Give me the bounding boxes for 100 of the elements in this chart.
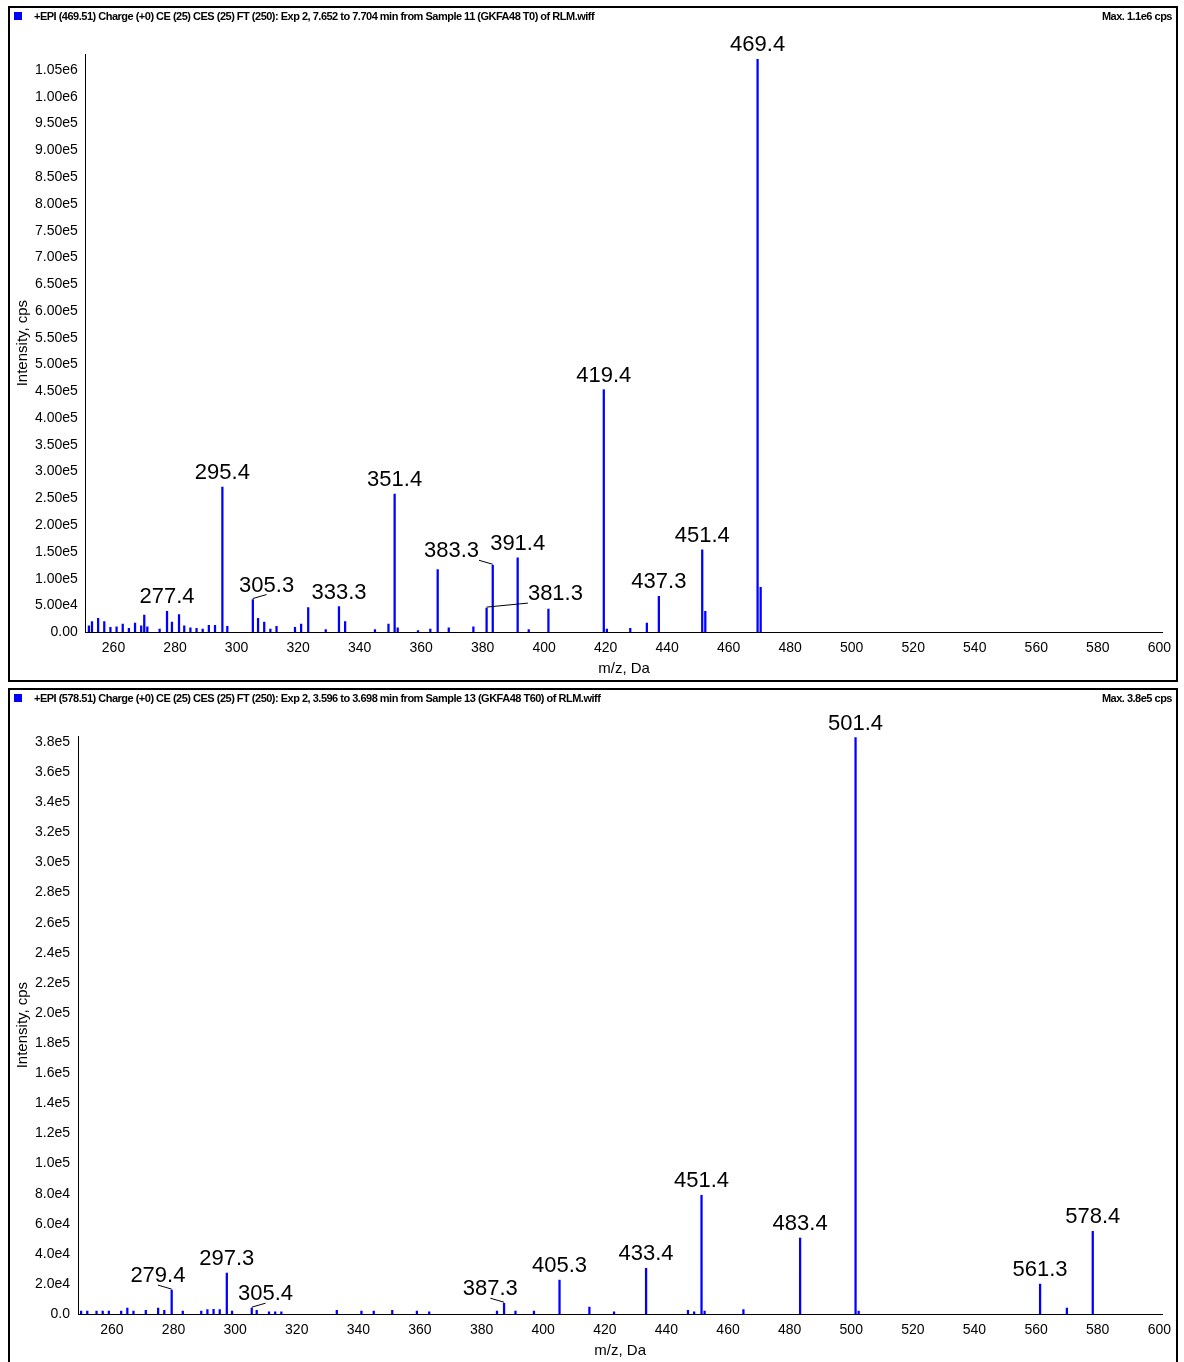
- x-tick-label: 260: [100, 1321, 124, 1338]
- annotation: 279.4: [130, 1262, 186, 1288]
- x-axis-title: m/z, Da: [594, 1341, 647, 1359]
- x-tick-label: 560: [1024, 639, 1049, 656]
- y-tick-label: 3.8e5: [34, 732, 71, 749]
- y-tick-label: 7.50e5: [34, 221, 79, 238]
- x-tick-label: 540: [962, 1321, 987, 1338]
- bar: [485, 607, 488, 633]
- y-tick-label: 6.50e5: [34, 275, 79, 292]
- bar: [269, 628, 272, 633]
- y-tick-label: 1.0e5: [34, 1154, 71, 1171]
- bar: [206, 1309, 209, 1315]
- chart-title: +EPI (469.51) Charge (+0) CE (25) CES (25) FT (250): Exp 2, 7.652 to 7.704 min from Sample 11 (GKFA48 T0) of RLM.wiff: [34, 10, 595, 22]
- bar: [514, 1310, 517, 1315]
- x-tick-label: 460: [717, 639, 741, 656]
- y-tick-label: 1.8e5: [34, 1034, 71, 1051]
- x-tick-label: 340: [347, 639, 372, 656]
- y-tick-label: 5.00e5: [34, 355, 79, 372]
- x-tick-label: 500: [840, 639, 864, 656]
- x-tick-label: 400: [532, 639, 557, 656]
- bar: [195, 628, 198, 633]
- y-tick-label: 5.00e4: [34, 596, 79, 613]
- bar: [109, 627, 112, 633]
- x-tick-label: 460: [716, 1321, 740, 1338]
- x-tick-label: 440: [655, 639, 680, 656]
- bar: [700, 1194, 703, 1315]
- y-tick-label: 9.50e5: [34, 114, 79, 131]
- x-tick-label: 560: [1024, 1321, 1048, 1338]
- annotation: 383.3: [423, 537, 479, 563]
- text: Max. 3.8e5 cps: [1101, 692, 1172, 704]
- text: Max. 1.1e6 cps: [1101, 10, 1172, 22]
- y-tick-label: 1.6e5: [34, 1064, 71, 1081]
- bar: [275, 625, 278, 633]
- annotation: 561.3: [1012, 1256, 1068, 1282]
- bar: [756, 59, 759, 633]
- y-tick-label: 3.6e5: [34, 763, 71, 779]
- y-tick-label: 8.50e5: [34, 167, 79, 184]
- x-tick-label: 300: [223, 1321, 248, 1338]
- x-tick-label: 600: [1147, 1321, 1172, 1338]
- x-tick-label: 600: [1147, 639, 1172, 656]
- y-tick-label: 9.00e5: [34, 141, 79, 158]
- annotation: 451.4: [674, 1167, 730, 1193]
- x-tick-label: 420: [593, 1321, 617, 1338]
- y-tick-label: 4.00e5: [34, 408, 79, 425]
- y-tick-label: 2.0e5: [34, 1003, 71, 1020]
- bar: [212, 1308, 215, 1315]
- annotation: 295.4: [194, 459, 250, 485]
- x-tick-label: 400: [531, 1321, 556, 1338]
- bar: [854, 737, 857, 1315]
- y-tick-label: 2.00e5: [34, 515, 79, 532]
- y-tick-label: 2.6e5: [34, 913, 71, 930]
- bar: [218, 1309, 221, 1315]
- x-tick-label: 380: [469, 1321, 494, 1338]
- y-tick-label: 8.0e4: [34, 1184, 71, 1201]
- x-tick-label: 320: [286, 639, 310, 656]
- y-axis-title: Intensity, cps: [13, 981, 31, 1069]
- annotation: 419.4: [576, 361, 632, 387]
- annotation: 437.3: [631, 568, 687, 594]
- x-tick-label: 440: [654, 1321, 679, 1338]
- x-tick-label: 280: [163, 639, 187, 656]
- x-tick-label: 320: [285, 1321, 309, 1338]
- x-tick-label: 520: [901, 639, 926, 656]
- y-tick-label: 4.0e4: [34, 1244, 71, 1261]
- annotation: 433.4: [618, 1240, 674, 1266]
- bar: [547, 608, 550, 633]
- bar: [183, 625, 186, 633]
- y-tick-label: 5.50e5: [34, 328, 79, 345]
- x-tick-label: 520: [901, 1321, 925, 1338]
- y-tick-label: 3.2e5: [34, 823, 71, 840]
- y-tick-label: 2.8e5: [34, 883, 71, 900]
- bar: [588, 1306, 591, 1315]
- x-tick-label: 540: [963, 639, 987, 656]
- y-tick-label: 2.2e5: [34, 973, 71, 990]
- annotation: 469.4: [730, 31, 786, 57]
- bar: [132, 1310, 135, 1315]
- x-tick-label: 280: [161, 1321, 186, 1338]
- x-tick-label: 340: [346, 1321, 371, 1338]
- bar: [221, 486, 224, 633]
- y-tick-label: 3.0e5: [34, 853, 71, 870]
- bar: [472, 626, 475, 633]
- bar: [416, 630, 420, 633]
- x-tick-label: 580: [1086, 639, 1110, 656]
- y-tick-label: 1.2e5: [34, 1124, 71, 1141]
- x-tick-label: 480: [777, 1321, 802, 1338]
- y-tick-label: 3.4e5: [34, 793, 71, 810]
- x-tick-label: 380: [470, 639, 495, 656]
- x-tick-label: 360: [409, 639, 433, 656]
- chart-title: +EPI (578.51) Charge (+0) CE (25) CES (25) FT (250): Exp 2, 3.596 to 3.698 min from Sample 13 (GKFA48 T60) of RLM.wiff: [34, 692, 601, 704]
- y-axis-title: Intensity, cps: [13, 299, 31, 387]
- x-tick-label: 260: [101, 639, 126, 656]
- x-tick-label: 580: [1086, 1321, 1110, 1338]
- y-tick-label: 2.4e5: [34, 943, 71, 960]
- x-tick-label: 480: [778, 639, 803, 656]
- y-tick-label: 6.00e5: [34, 301, 79, 318]
- annotation: 297.3: [199, 1245, 255, 1271]
- x-tick-label: 300: [224, 639, 249, 656]
- y-tick-label: 3.50e5: [34, 435, 79, 452]
- annotation: 277.4: [139, 583, 195, 609]
- y-tick-label: 1.4e5: [34, 1094, 71, 1111]
- y-tick-label: 0.0: [50, 1305, 71, 1322]
